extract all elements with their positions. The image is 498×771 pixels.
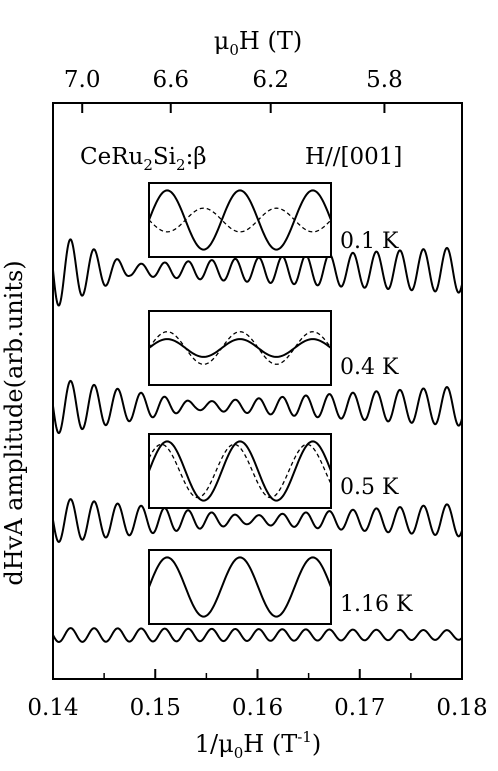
waveform-insets (148, 182, 332, 625)
x-tick-label: 0.14 (27, 695, 78, 721)
top-tick-label: 7.0 (64, 67, 101, 93)
inset-solid-wave-0 (148, 189, 332, 251)
sample-label: CeRu2Si2:β (80, 144, 207, 174)
series-trace-0 (52, 238, 463, 307)
series-trace-1 (52, 379, 463, 435)
bottom-axis-ticks: 0.14 0.15 0.16 0.17 0.18 (27, 669, 488, 721)
series-trace-2 (52, 498, 463, 543)
inset-frame-3 (148, 549, 332, 625)
top-tick-label: 6.6 (152, 67, 189, 93)
x-tick-label: 0.16 (232, 695, 283, 721)
series-trace-3 (52, 627, 463, 643)
top-tick-label: 5.8 (366, 67, 403, 93)
temperature-label-3: 1.16 K (340, 592, 413, 617)
top-axis-ticks: 7.0 6.6 6.2 5.8 (64, 67, 403, 113)
y-axis-title: dHvA amplitude(arb.units) (0, 260, 28, 585)
top-axis-title: μ0H (T) (214, 27, 302, 59)
inset-solid-wave-3 (148, 556, 332, 618)
inset-frame-0 (148, 182, 332, 258)
x-tick-label: 0.17 (334, 695, 385, 721)
temperature-labels: 0.1 K 0.4 K 0.5 K 1.16 K (340, 229, 413, 617)
inset-dashed-wave-2 (148, 443, 332, 499)
x-tick-label: 0.15 (130, 695, 181, 721)
x-tick-label: 0.18 (436, 695, 487, 721)
inset-frame-1 (148, 310, 332, 386)
inset-dashed-wave-0 (148, 207, 332, 233)
oscillation-traces (52, 238, 463, 643)
inset-solid-wave-1 (148, 338, 332, 358)
temperature-label-0: 0.1 K (340, 229, 399, 254)
inset-solid-wave-2 (148, 440, 332, 502)
inset-dashed-wave-1 (148, 331, 332, 365)
top-tick-label: 6.2 (252, 67, 289, 93)
field-direction-label: H//[001] (305, 144, 402, 170)
temperature-label-1: 0.4 K (340, 355, 399, 380)
temperature-label-2: 0.5 K (340, 475, 399, 500)
x-axis-title: 1/μ0H (T-1) (195, 728, 321, 762)
